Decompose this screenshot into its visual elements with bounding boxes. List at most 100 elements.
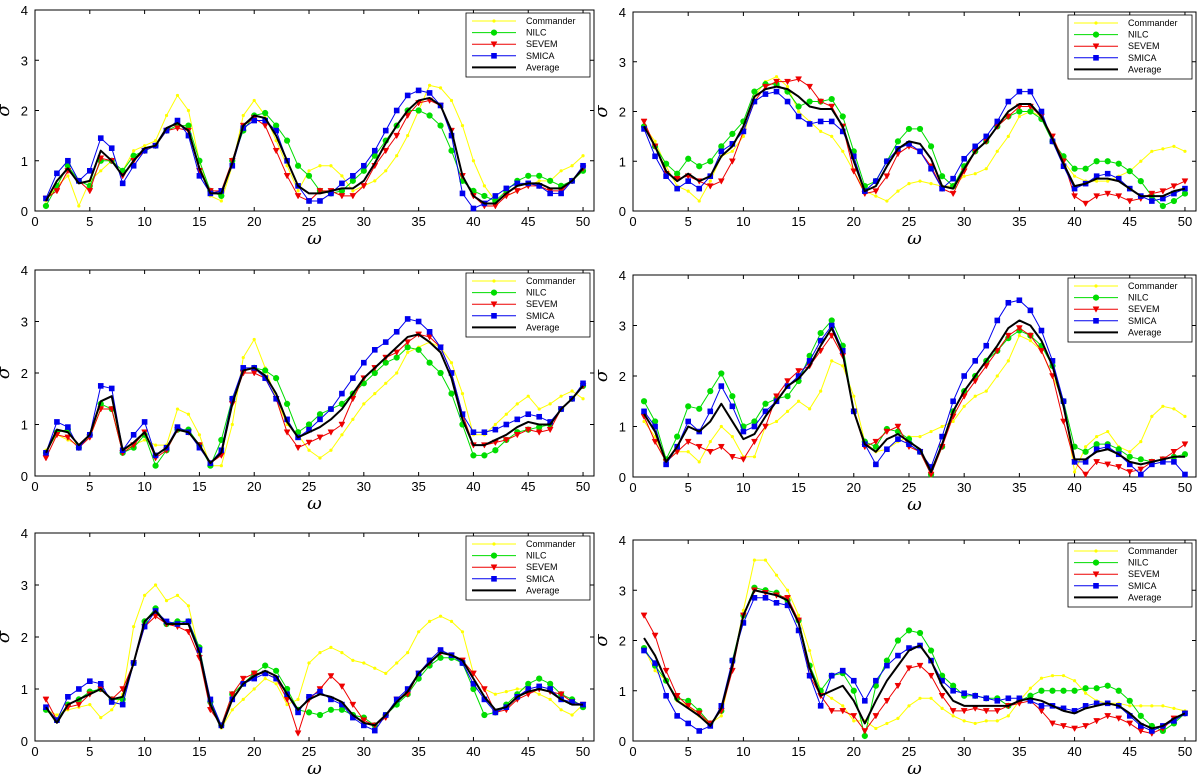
data-point xyxy=(872,438,880,446)
legend-marker xyxy=(490,564,498,571)
data-point xyxy=(318,164,322,168)
data-point xyxy=(338,193,346,200)
data-point xyxy=(696,163,703,170)
x-tick-label: 35 xyxy=(411,214,425,229)
y-tick-label: 2 xyxy=(619,105,626,120)
data-point xyxy=(1172,706,1176,710)
data-point xyxy=(415,87,422,94)
data-point xyxy=(993,348,1001,355)
data-point xyxy=(828,332,836,340)
data-point xyxy=(1084,445,1088,449)
data-point xyxy=(1139,159,1143,163)
data-point xyxy=(883,428,891,436)
data-point xyxy=(503,185,510,192)
x-tick-label: 5 xyxy=(685,480,692,495)
data-point xyxy=(448,147,455,154)
data-point xyxy=(684,703,692,710)
data-point xyxy=(97,681,104,687)
data-point xyxy=(130,162,137,169)
data-point xyxy=(795,103,802,110)
data-point xyxy=(982,363,990,370)
data-point xyxy=(1115,446,1122,453)
legend-label: SMICA xyxy=(1128,53,1157,63)
data-point xyxy=(426,90,433,96)
y-tick-label: 0 xyxy=(619,204,626,219)
y-axis-label: σ xyxy=(0,366,14,379)
data-point xyxy=(896,716,900,720)
data-point xyxy=(328,406,334,412)
data-point xyxy=(513,432,521,439)
data-point xyxy=(581,154,585,158)
data-point xyxy=(503,421,510,428)
data-point xyxy=(42,696,50,703)
data-point xyxy=(652,153,658,160)
data-point xyxy=(536,172,543,179)
data-point xyxy=(1038,108,1045,115)
x-tick-label: 25 xyxy=(902,480,916,495)
data-point xyxy=(819,389,823,393)
x-tick-label: 5 xyxy=(86,744,93,759)
data-point xyxy=(373,666,377,670)
data-point xyxy=(580,162,586,169)
data-point xyxy=(351,189,355,193)
data-point xyxy=(982,708,990,715)
data-point xyxy=(973,721,977,726)
data-point xyxy=(895,436,901,442)
data-point xyxy=(894,682,902,690)
data-point xyxy=(685,178,691,184)
data-point xyxy=(828,672,835,679)
x-tick-label: 40 xyxy=(466,744,480,759)
data-point xyxy=(514,416,521,423)
data-point xyxy=(905,125,913,133)
data-point xyxy=(651,632,659,639)
data-point xyxy=(1161,404,1165,408)
data-point xyxy=(784,393,791,400)
data-point xyxy=(99,716,103,720)
x-tick-label: 45 xyxy=(521,214,535,229)
data-point xyxy=(250,670,258,677)
x-tick-label: 10 xyxy=(736,480,750,495)
data-point xyxy=(1084,691,1088,695)
data-point xyxy=(1128,450,1132,454)
data-point xyxy=(762,91,769,97)
x-tick-label: 35 xyxy=(1012,214,1026,229)
data-point xyxy=(273,667,280,674)
data-point xyxy=(283,173,291,180)
data-point xyxy=(841,364,845,368)
data-point xyxy=(480,686,488,693)
data-point xyxy=(97,383,104,389)
data-point xyxy=(640,118,648,125)
data-point xyxy=(1039,676,1044,680)
legend-entry-smica: SMICA xyxy=(472,51,555,61)
data-point xyxy=(706,449,714,456)
legend-entry-average: Average xyxy=(472,62,559,72)
data-point xyxy=(718,383,725,389)
data-point xyxy=(763,558,768,562)
data-point xyxy=(492,193,499,199)
data-point xyxy=(241,355,245,360)
data-point xyxy=(406,350,410,354)
legend-label: SEVEM xyxy=(1128,304,1160,314)
data-point xyxy=(839,708,847,715)
data-point xyxy=(938,173,946,180)
data-point xyxy=(492,447,499,454)
x-tick-label: 30 xyxy=(357,214,371,229)
legend-marker xyxy=(1094,549,1098,553)
legend-label: SMICA xyxy=(526,51,555,61)
data-point xyxy=(415,346,422,353)
y-tick-label: 2 xyxy=(21,630,28,645)
data-point xyxy=(481,452,488,459)
x-tick-label: 20 xyxy=(247,214,261,229)
data-point xyxy=(547,680,554,687)
data-point xyxy=(252,687,256,691)
data-point xyxy=(973,172,977,176)
data-point xyxy=(65,424,71,430)
data-point xyxy=(1183,414,1187,418)
data-point xyxy=(361,162,367,169)
legend-marker xyxy=(490,552,498,559)
legend-marker xyxy=(1092,31,1100,38)
x-tick-label: 15 xyxy=(192,744,206,759)
data-point xyxy=(87,168,93,174)
x-tick-label: 40 xyxy=(1067,480,1081,495)
